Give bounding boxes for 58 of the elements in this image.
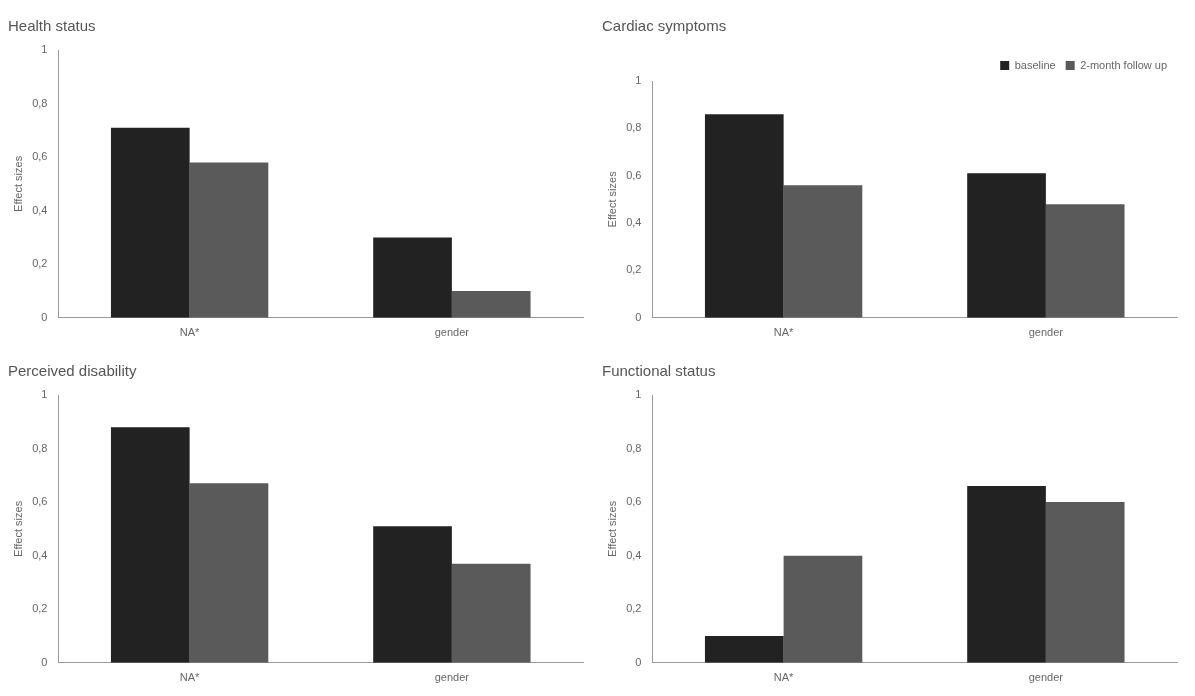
bar [1045,502,1125,663]
chart-title: Perceived disability [8,362,137,380]
y-tick-label: 1 [635,388,642,401]
y-tick-label: 0,2 [32,602,48,615]
y-tick-label: 0,4 [626,216,642,229]
bar [704,636,784,663]
bar [373,526,452,663]
legend-label: 2-month follow up [1080,58,1167,71]
y-axis-title: Effect sizes [605,170,618,228]
y-tick-label: 0,2 [32,257,48,270]
y-tick-label: 0,8 [32,441,48,454]
y-axis-title: Effect sizes [605,500,618,557]
bar [110,427,190,663]
y-tick-label: 0,6 [32,495,48,508]
y-tick-label: 0,2 [626,263,642,276]
y-tick-label: 0,4 [626,548,642,561]
y-tick-label: 0,8 [626,121,642,134]
y-tick-label: 0 [635,655,642,668]
bar [967,173,1046,318]
y-tick-label: 1 [41,43,48,56]
y-tick-label: 1 [635,74,642,87]
x-tick-label: NA* [179,671,201,684]
chart-title: Health status [8,17,96,35]
y-axis-title: Effect sizes [11,155,24,212]
x-tick-label: NA* [773,326,795,339]
bar [189,483,269,663]
bar [967,486,1046,663]
bar [704,114,784,318]
bar [1045,204,1125,318]
bar [783,555,863,663]
legend-label: baseline [1014,58,1056,71]
bar [783,185,863,318]
y-tick-label: 0 [41,310,48,323]
chart-title: Functional status [602,362,716,380]
y-tick-label: 0 [635,310,642,323]
chart-title: Cardiac symptoms [602,17,727,35]
y-tick-label: 0 [41,655,48,668]
y-tick-label: 0,8 [626,441,642,454]
y-tick-label: 1 [41,388,48,401]
x-tick-label: NA* [179,326,201,339]
y-tick-label: 0,6 [32,150,48,163]
bar [451,291,531,318]
y-tick-label: 0,6 [626,168,642,181]
bar [373,237,452,318]
y-tick-label: 0,6 [626,495,642,508]
x-tick-label: gender [1028,326,1064,339]
bar [189,162,269,318]
y-tick-label: 0,2 [626,602,642,615]
y-tick-label: 0,4 [32,203,48,216]
y-tick-label: 0,4 [32,548,48,561]
bar [110,127,190,318]
y-axis-title: Effect sizes [11,500,24,557]
x-tick-label: NA* [773,671,795,684]
y-tick-label: 0,8 [32,96,48,109]
x-tick-label: gender [1028,671,1064,684]
x-tick-label: gender [434,326,470,339]
x-tick-label: gender [434,671,470,684]
bar [451,563,531,663]
